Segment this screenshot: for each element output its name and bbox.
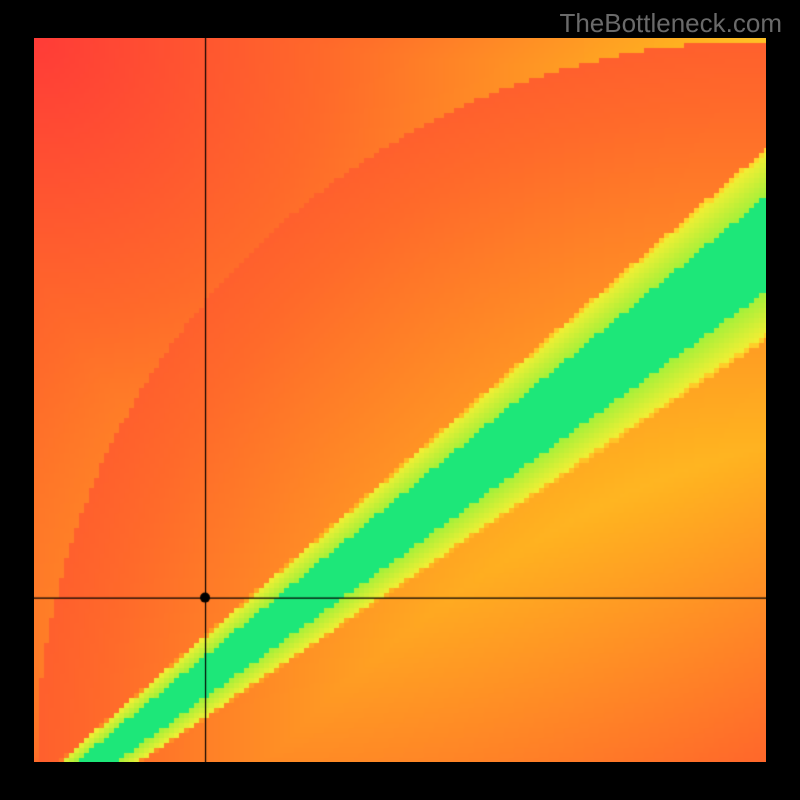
figure-container: TheBottleneck.com bbox=[0, 0, 800, 800]
plot-area bbox=[34, 38, 766, 762]
watermark-text: TheBottleneck.com bbox=[559, 8, 782, 39]
heatmap-canvas bbox=[34, 38, 766, 762]
